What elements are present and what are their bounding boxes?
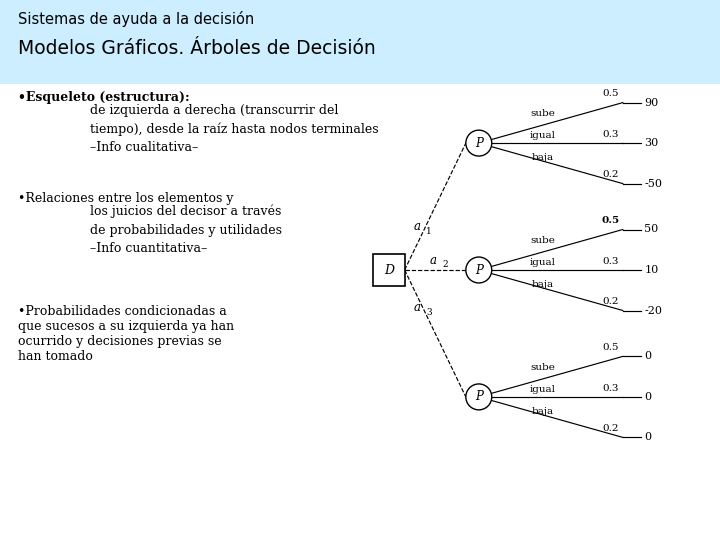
- Text: 2: 2: [443, 260, 449, 269]
- Text: 1: 1: [426, 227, 432, 235]
- Text: baja: baja: [531, 280, 554, 289]
- Text: 0: 0: [644, 433, 652, 442]
- Text: 50: 50: [644, 225, 659, 234]
- Text: a: a: [430, 254, 437, 267]
- Text: de izquierda a derecha (transcurrir del
tiempo), desde la raíz hasta nodos termi: de izquierda a derecha (transcurrir del …: [90, 104, 379, 154]
- Text: sube: sube: [530, 236, 555, 245]
- Text: 0.5: 0.5: [601, 216, 619, 225]
- Text: 0.5: 0.5: [603, 89, 619, 98]
- Text: 0.3: 0.3: [603, 383, 619, 393]
- Text: •Probabilidades condicionadas a
que sucesos a su izquierda ya han
ocurrido y dec: •Probabilidades condicionadas a que suce…: [18, 305, 234, 363]
- Text: Sistemas de ayuda a la decisión: Sistemas de ayuda a la decisión: [18, 11, 254, 27]
- Text: 0.5: 0.5: [603, 343, 619, 352]
- Text: igual: igual: [530, 258, 556, 267]
- Text: 0.3: 0.3: [603, 130, 619, 139]
- Bar: [373, 254, 405, 286]
- Text: P: P: [475, 137, 482, 150]
- Text: 90: 90: [644, 98, 659, 107]
- Text: baja: baja: [531, 153, 554, 162]
- Text: -50: -50: [644, 179, 662, 188]
- Text: baja: baja: [531, 407, 554, 416]
- Text: sube: sube: [530, 363, 555, 372]
- Text: P: P: [475, 264, 482, 276]
- Text: D: D: [384, 264, 394, 276]
- Text: los juicios del decisor a través
de probabilidades y utilidades
–Info cuantitati: los juicios del decisor a través de prob…: [90, 205, 282, 255]
- Text: igual: igual: [530, 131, 556, 140]
- Text: -20: -20: [644, 306, 662, 315]
- Text: •Esqueleto (estructura):: •Esqueleto (estructura):: [18, 91, 189, 104]
- Bar: [0, 0, 720, 84]
- Text: 3: 3: [426, 308, 432, 316]
- Text: 30: 30: [644, 138, 659, 148]
- Ellipse shape: [466, 257, 492, 283]
- Ellipse shape: [466, 130, 492, 156]
- Text: a: a: [413, 220, 420, 233]
- Text: 0.3: 0.3: [603, 256, 619, 266]
- Text: •Relaciones entre los elementos y: •Relaciones entre los elementos y: [18, 192, 233, 205]
- Text: a: a: [413, 301, 420, 314]
- Text: Modelos Gráficos. Árboles de Decisión: Modelos Gráficos. Árboles de Decisión: [18, 39, 376, 58]
- Text: 0.2: 0.2: [603, 297, 619, 306]
- Ellipse shape: [466, 384, 492, 410]
- Text: 10: 10: [644, 265, 659, 275]
- Text: sube: sube: [530, 109, 555, 118]
- Text: P: P: [475, 390, 482, 403]
- Text: 0: 0: [644, 392, 652, 402]
- Text: 0.2: 0.2: [603, 170, 619, 179]
- Text: 0: 0: [644, 352, 652, 361]
- Text: 0.2: 0.2: [603, 424, 619, 433]
- Text: igual: igual: [530, 384, 556, 394]
